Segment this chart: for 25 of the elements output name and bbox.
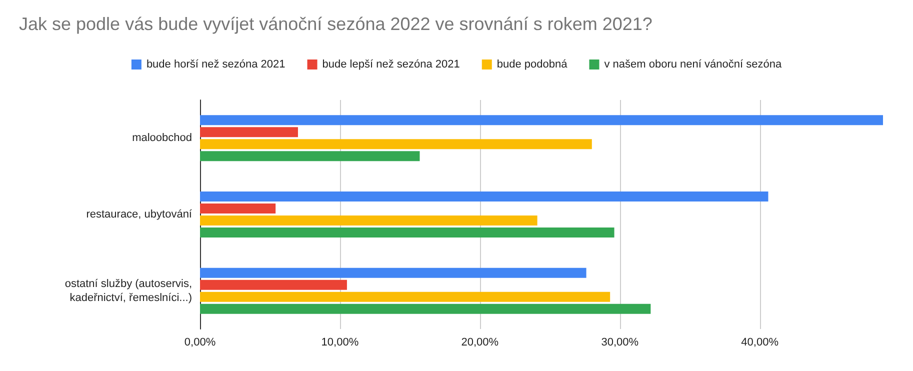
bar (200, 139, 592, 150)
bar (200, 216, 538, 226)
y-tick-label: maloobchod (132, 132, 192, 144)
x-tick-label: 30,00% (601, 336, 639, 348)
bar (200, 304, 651, 314)
bar (200, 204, 276, 214)
legend-label: v našem oboru není vánoční sezóna (604, 58, 782, 70)
y-tick-label: restaurace, ubytování (86, 208, 193, 220)
x-tick-label: 10,00% (321, 336, 359, 348)
x-tick-label: 40,00% (741, 336, 779, 348)
legend-label: bude podobná (496, 58, 568, 70)
y-tick-label: ostatní služby (autoservis, kadeřnictví, řemeslníci...) (64, 278, 192, 304)
bar (200, 268, 586, 278)
bar (200, 192, 768, 202)
x-tick-label: 20,00% (461, 336, 499, 348)
x-tick-label: 0,00% (184, 336, 216, 348)
bar (200, 292, 610, 302)
chart-title: Jak se podle vás bude vyvíjet vánoční sezóna 2022 ve srovnání s rokem 2021? (19, 14, 652, 34)
bar (200, 228, 614, 238)
legend-label: bude lepší než sezóna 2021 (322, 58, 460, 70)
legend-label: bude horší než sezóna 2021 (146, 58, 286, 70)
bar (200, 280, 347, 290)
bar (200, 151, 420, 162)
bar (200, 127, 298, 138)
bar (200, 115, 883, 126)
